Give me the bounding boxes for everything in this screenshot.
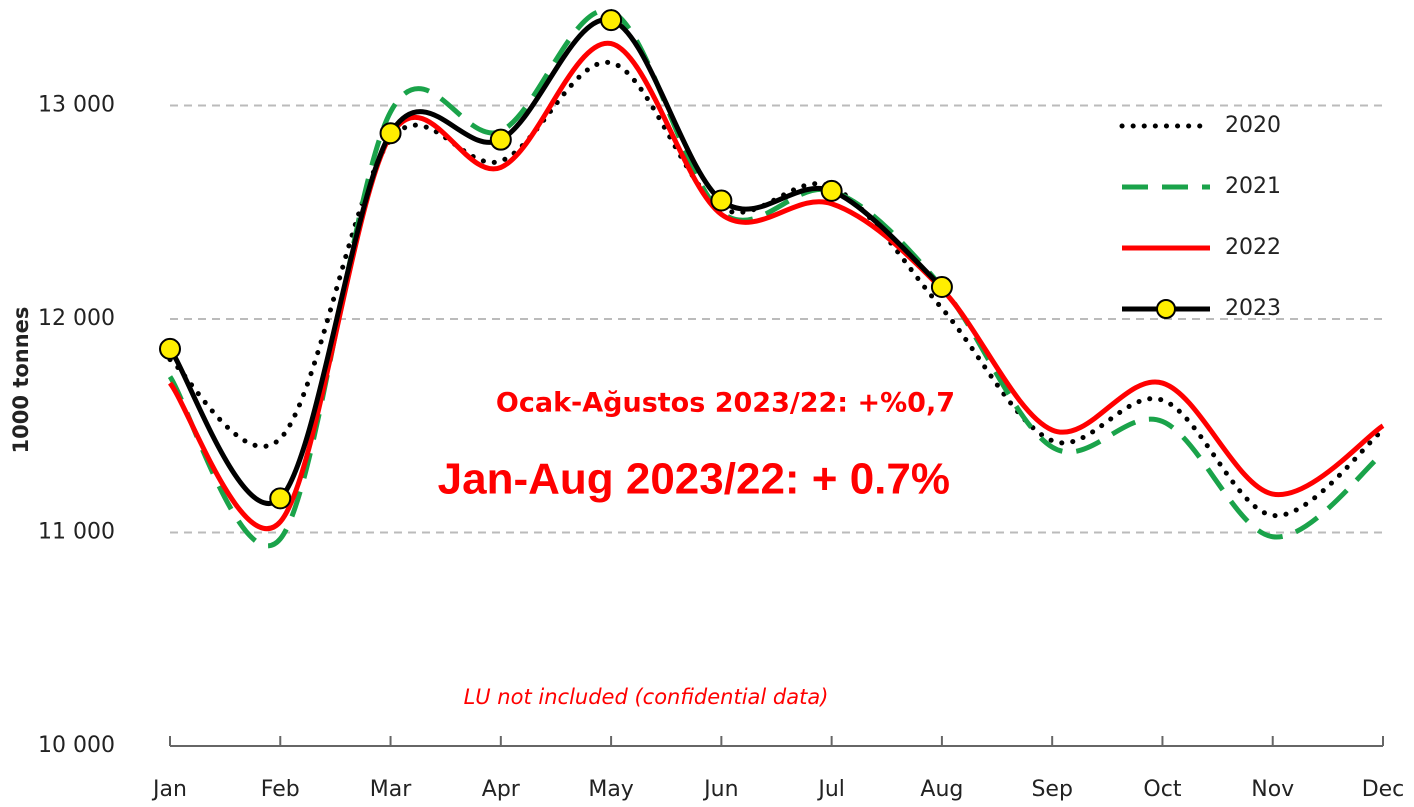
footnote: LU not included (confidential data) <box>464 685 829 709</box>
x-tick-label: Jun <box>702 777 738 802</box>
x-tick-label: Feb <box>261 777 300 802</box>
x-tick-label: Oct <box>1143 777 1181 802</box>
x-tick-label: Aug <box>920 777 963 802</box>
x-tick-label: Sep <box>1031 777 1072 802</box>
y-tick-label: 13 000 <box>38 93 115 118</box>
marker <box>710 189 733 212</box>
annotation: Ocak-Ağustos 2023/22: +%0,7 <box>496 388 955 419</box>
x-tick-label: Dec <box>1362 777 1405 802</box>
x-tick-label: Jul <box>816 777 845 802</box>
x-tick-label: Apr <box>482 777 521 802</box>
marker <box>379 122 402 145</box>
x-tick-label: Jan <box>151 777 187 802</box>
legend-label: 2021 <box>1225 174 1281 199</box>
series-line <box>167 60 1386 518</box>
marker <box>820 179 843 202</box>
marker <box>930 275 953 298</box>
legend-label: 2022 <box>1225 235 1281 260</box>
legend-marker <box>1156 299 1176 319</box>
series-line <box>167 17 944 506</box>
y-tick-label: 10 000 <box>38 733 115 758</box>
x-tick-label: Mar <box>370 777 412 802</box>
annotation: Jan-Aug 2023/22: + 0.7% <box>438 455 950 504</box>
y-tick-label: 11 000 <box>38 520 115 545</box>
legend-label: 2023 <box>1225 296 1281 321</box>
marker <box>269 487 292 510</box>
legend-label: 2020 <box>1225 113 1281 138</box>
marker <box>600 9 623 32</box>
x-tick-label: Nov <box>1251 777 1294 802</box>
y-axis-label: 1000 tonnes <box>9 307 33 454</box>
x-tick-label: May <box>588 777 633 802</box>
marker <box>489 128 512 151</box>
marker <box>159 337 181 360</box>
y-tick-label: 12 000 <box>38 306 115 331</box>
